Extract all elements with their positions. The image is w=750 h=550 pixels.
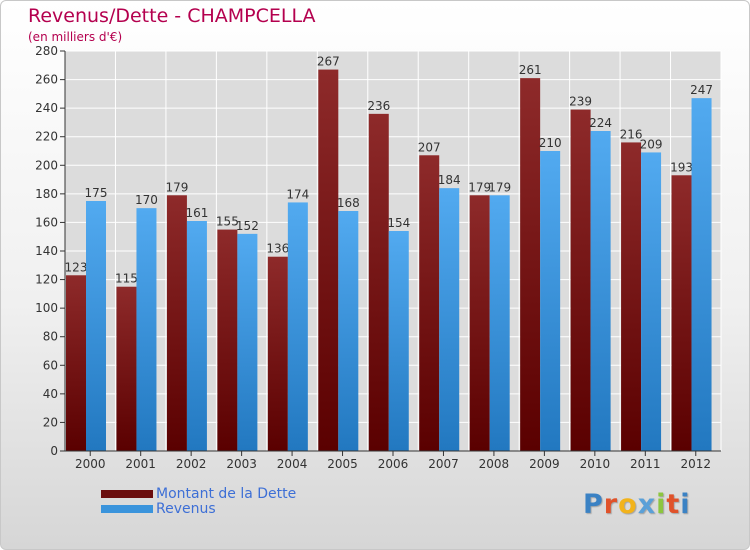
bar-dette <box>570 109 591 452</box>
axes: 0 20 40 60 80 100 120 140 160 180 200 220 240 260 280 2… <box>35 44 721 471</box>
value-label-revenus: 168 <box>337 196 360 210</box>
y-tick-label: 80 <box>43 330 58 344</box>
bar-revenus <box>136 208 157 451</box>
value-label-revenus: 152 <box>236 219 259 233</box>
bar-revenus <box>86 201 106 451</box>
value-label-dette: 123 <box>65 260 88 274</box>
legend-label-dette: Montant de la Dette <box>156 486 297 502</box>
y-tick-label: 100 <box>35 301 58 315</box>
bar-dette <box>671 175 692 452</box>
value-label-dette: 261 <box>519 63 542 77</box>
value-label-dette: 193 <box>670 160 693 174</box>
value-label-dette: 236 <box>367 99 390 113</box>
x-tick-label: 2011 <box>630 457 661 471</box>
y-tick-label: 280 <box>35 44 58 58</box>
logo-letter: x <box>637 489 657 520</box>
bar-dette <box>166 195 187 451</box>
x-tick-label: 2004 <box>277 457 308 471</box>
legend-label-revenus: Revenus <box>156 501 216 517</box>
bar-revenus <box>186 221 207 451</box>
logo-letter: o <box>618 489 638 520</box>
x-tick-label: 2010 <box>580 457 611 471</box>
bar-dette <box>469 195 490 451</box>
logo-letter: i <box>680 489 691 520</box>
value-label-dette: 155 <box>216 215 239 229</box>
x-tick-label: 2009 <box>529 457 560 471</box>
y-tick-label: 120 <box>35 273 58 287</box>
y-tick-label: 180 <box>35 187 58 201</box>
legend-swatch-revenus <box>101 505 153 513</box>
y-tick-label: 220 <box>35 130 58 144</box>
value-label-dette: 136 <box>266 242 289 256</box>
bar-revenus <box>590 131 611 451</box>
bar-dette <box>419 155 440 452</box>
value-label-revenus: 184 <box>438 173 461 187</box>
bar-revenus <box>237 233 258 451</box>
bar-revenus <box>338 211 359 451</box>
bar-revenus <box>691 98 712 452</box>
x-tick-label: 2002 <box>176 457 207 471</box>
value-label-revenus: 179 <box>488 180 511 194</box>
bar-dette <box>318 69 339 452</box>
x-tick-label: 2006 <box>378 457 409 471</box>
bar-revenus <box>439 188 460 451</box>
logo-letter: r <box>603 489 619 520</box>
x-tick-label: 2003 <box>226 457 257 471</box>
bar-revenus <box>287 202 308 451</box>
logo-letter: t <box>666 489 681 520</box>
value-label-dette: 216 <box>620 127 643 141</box>
bar-dette <box>368 113 389 451</box>
x-tick-label: 2000 <box>75 457 106 471</box>
value-label-revenus: 209 <box>640 137 663 151</box>
proxiti-logo: Proxiti <box>583 489 691 520</box>
bar-dette <box>66 275 86 451</box>
logo-letter: P <box>583 489 604 520</box>
y-tick-label: 40 <box>43 387 58 401</box>
logo-letter: i <box>656 489 667 520</box>
value-label-revenus: 161 <box>185 206 208 220</box>
bar-revenus <box>489 195 510 451</box>
value-label-revenus: 175 <box>85 186 108 200</box>
bar-dette <box>116 286 137 451</box>
bar-revenus <box>388 231 409 451</box>
value-label-revenus: 174 <box>286 187 309 201</box>
value-label-revenus: 247 <box>690 83 713 97</box>
x-tick-label: 2012 <box>680 457 711 471</box>
bar-dette <box>520 78 541 452</box>
y-tick-label: 200 <box>35 158 58 172</box>
value-label-dette: 239 <box>569 95 592 109</box>
chart-subtitle: (en milliers d'€) <box>28 30 123 44</box>
y-tick-label: 60 <box>43 358 58 372</box>
x-tick-label: 2001 <box>125 457 156 471</box>
y-tick-label: 260 <box>35 73 58 87</box>
value-label-dette: 179 <box>165 180 188 194</box>
bar-dette <box>621 142 642 451</box>
value-label-dette: 267 <box>317 55 340 69</box>
value-label-revenus: 224 <box>589 116 612 130</box>
bar-revenus <box>540 151 561 451</box>
x-tick-label: 2007 <box>428 457 459 471</box>
value-label-dette: 207 <box>418 140 441 154</box>
value-label-revenus: 210 <box>539 136 562 150</box>
x-tick-label: 2008 <box>479 457 510 471</box>
legend-swatch-dette <box>101 490 153 498</box>
y-tick-label: 0 <box>50 444 58 458</box>
y-tick-label: 20 <box>43 415 58 429</box>
y-tick-label: 240 <box>35 101 58 115</box>
value-label-dette: 115 <box>115 272 138 286</box>
x-tick-label: 2005 <box>327 457 358 471</box>
value-label-dette: 179 <box>468 180 491 194</box>
bar-dette <box>267 256 288 451</box>
y-tick-label: 160 <box>35 215 58 229</box>
value-label-revenus: 170 <box>135 193 158 207</box>
value-label-revenus: 154 <box>387 216 410 230</box>
bar-dette <box>217 229 238 451</box>
bar-revenus <box>641 152 662 451</box>
y-tick-label: 140 <box>35 244 58 258</box>
chart-title: Revenus/Dette - CHAMPCELLA <box>28 5 316 27</box>
